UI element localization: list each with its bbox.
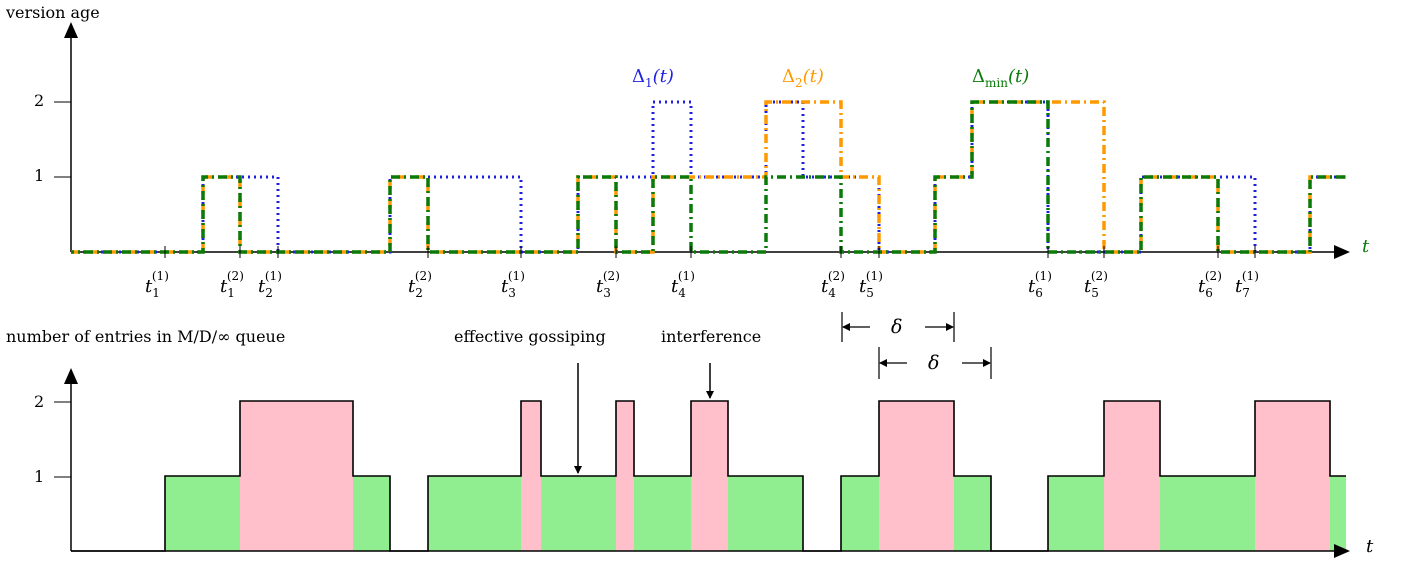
series-label-delta-min: Δmin(t) <box>972 66 1029 90</box>
bottom-ytick-label-1: 1 <box>34 467 44 486</box>
time-label: t3(2) <box>596 269 620 300</box>
top-ytick-label-1: 1 <box>34 166 44 185</box>
queue-outline <box>71 400 1346 552</box>
annotation-effective-gossiping: effective gossiping <box>454 327 606 346</box>
top-x-axis-label: t <box>1362 236 1370 257</box>
delta-1-label: δ <box>891 316 902 338</box>
time-label: t2(2) <box>408 269 432 300</box>
queue-one-entry-region <box>1330 476 1346 551</box>
delta-2-label: δ <box>928 352 939 374</box>
bottom-y-axis-label: number of entries in M/D/∞ queue <box>6 327 285 346</box>
time-label: t2(1) <box>258 269 282 300</box>
queue-one-entry-region <box>428 476 521 551</box>
time-label: t5(2) <box>1084 269 1108 300</box>
bottom-y-arrow <box>64 368 78 384</box>
bottom-plot: number of entries in M/D/∞ queue effecti… <box>6 327 1374 558</box>
queue-two-entries-region <box>1255 401 1330 551</box>
queue-one-entry-region <box>634 476 691 551</box>
time-label: t7(1) <box>1235 269 1259 300</box>
queue-two-entries-region <box>240 401 353 551</box>
queue-one-entry-region <box>841 476 879 551</box>
time-label: t5(1) <box>859 269 883 300</box>
series-layer <box>71 100 1346 254</box>
queue-fill-layer <box>165 401 1346 551</box>
top-ytick-label-2: 2 <box>34 91 44 110</box>
time-label: t4(2) <box>821 269 845 300</box>
time-label: t1(2) <box>220 269 244 300</box>
time-label: t1(1) <box>145 269 169 300</box>
queue-two-entries-region <box>1104 401 1160 551</box>
bottom-x-axis-label: t <box>1366 536 1374 557</box>
time-label: t6(1) <box>1028 269 1052 300</box>
queue-one-entry-region <box>353 476 390 551</box>
time-label: t6(2) <box>1198 269 1222 300</box>
queue-one-entry-region <box>165 476 240 551</box>
annotation-interference: interference <box>661 327 761 346</box>
queue-two-entries-region <box>616 401 634 551</box>
bottom-x-arrow <box>1334 544 1350 558</box>
queue-two-entries-region <box>879 401 954 551</box>
time-label: t3(1) <box>501 269 525 300</box>
bottom-ytick-label-2: 2 <box>34 392 44 411</box>
delta-intervals: δ δ <box>841 312 992 379</box>
queue-one-entry-region <box>954 476 991 551</box>
queue-two-entries-region <box>691 401 728 551</box>
queue-one-entry-region <box>1160 476 1255 551</box>
time-label-layer: t1(1) t1(2) t2(1) t2(2) t3(1) t3(2) t4(1) t4(2)… <box>145 246 1259 300</box>
top-plot: version age t 1 2 Δ1(t) Δ2(t) Δmin(t) t1… <box>5 3 1370 300</box>
queue-one-entry-region <box>1048 476 1104 551</box>
series-label-delta-2: Δ2(t) <box>782 66 824 90</box>
top-y-axis-label: version age <box>5 3 100 22</box>
queue-one-entry-region <box>541 476 616 551</box>
top-y-arrow <box>64 22 78 38</box>
series-delta-2-line <box>71 100 1346 254</box>
top-x-arrow <box>1334 245 1350 259</box>
series-label-delta-1: Δ1(t) <box>632 66 674 90</box>
time-label: t4(1) <box>671 269 695 300</box>
queue-one-entry-region <box>728 476 803 551</box>
queue-two-entries-region <box>521 401 541 551</box>
